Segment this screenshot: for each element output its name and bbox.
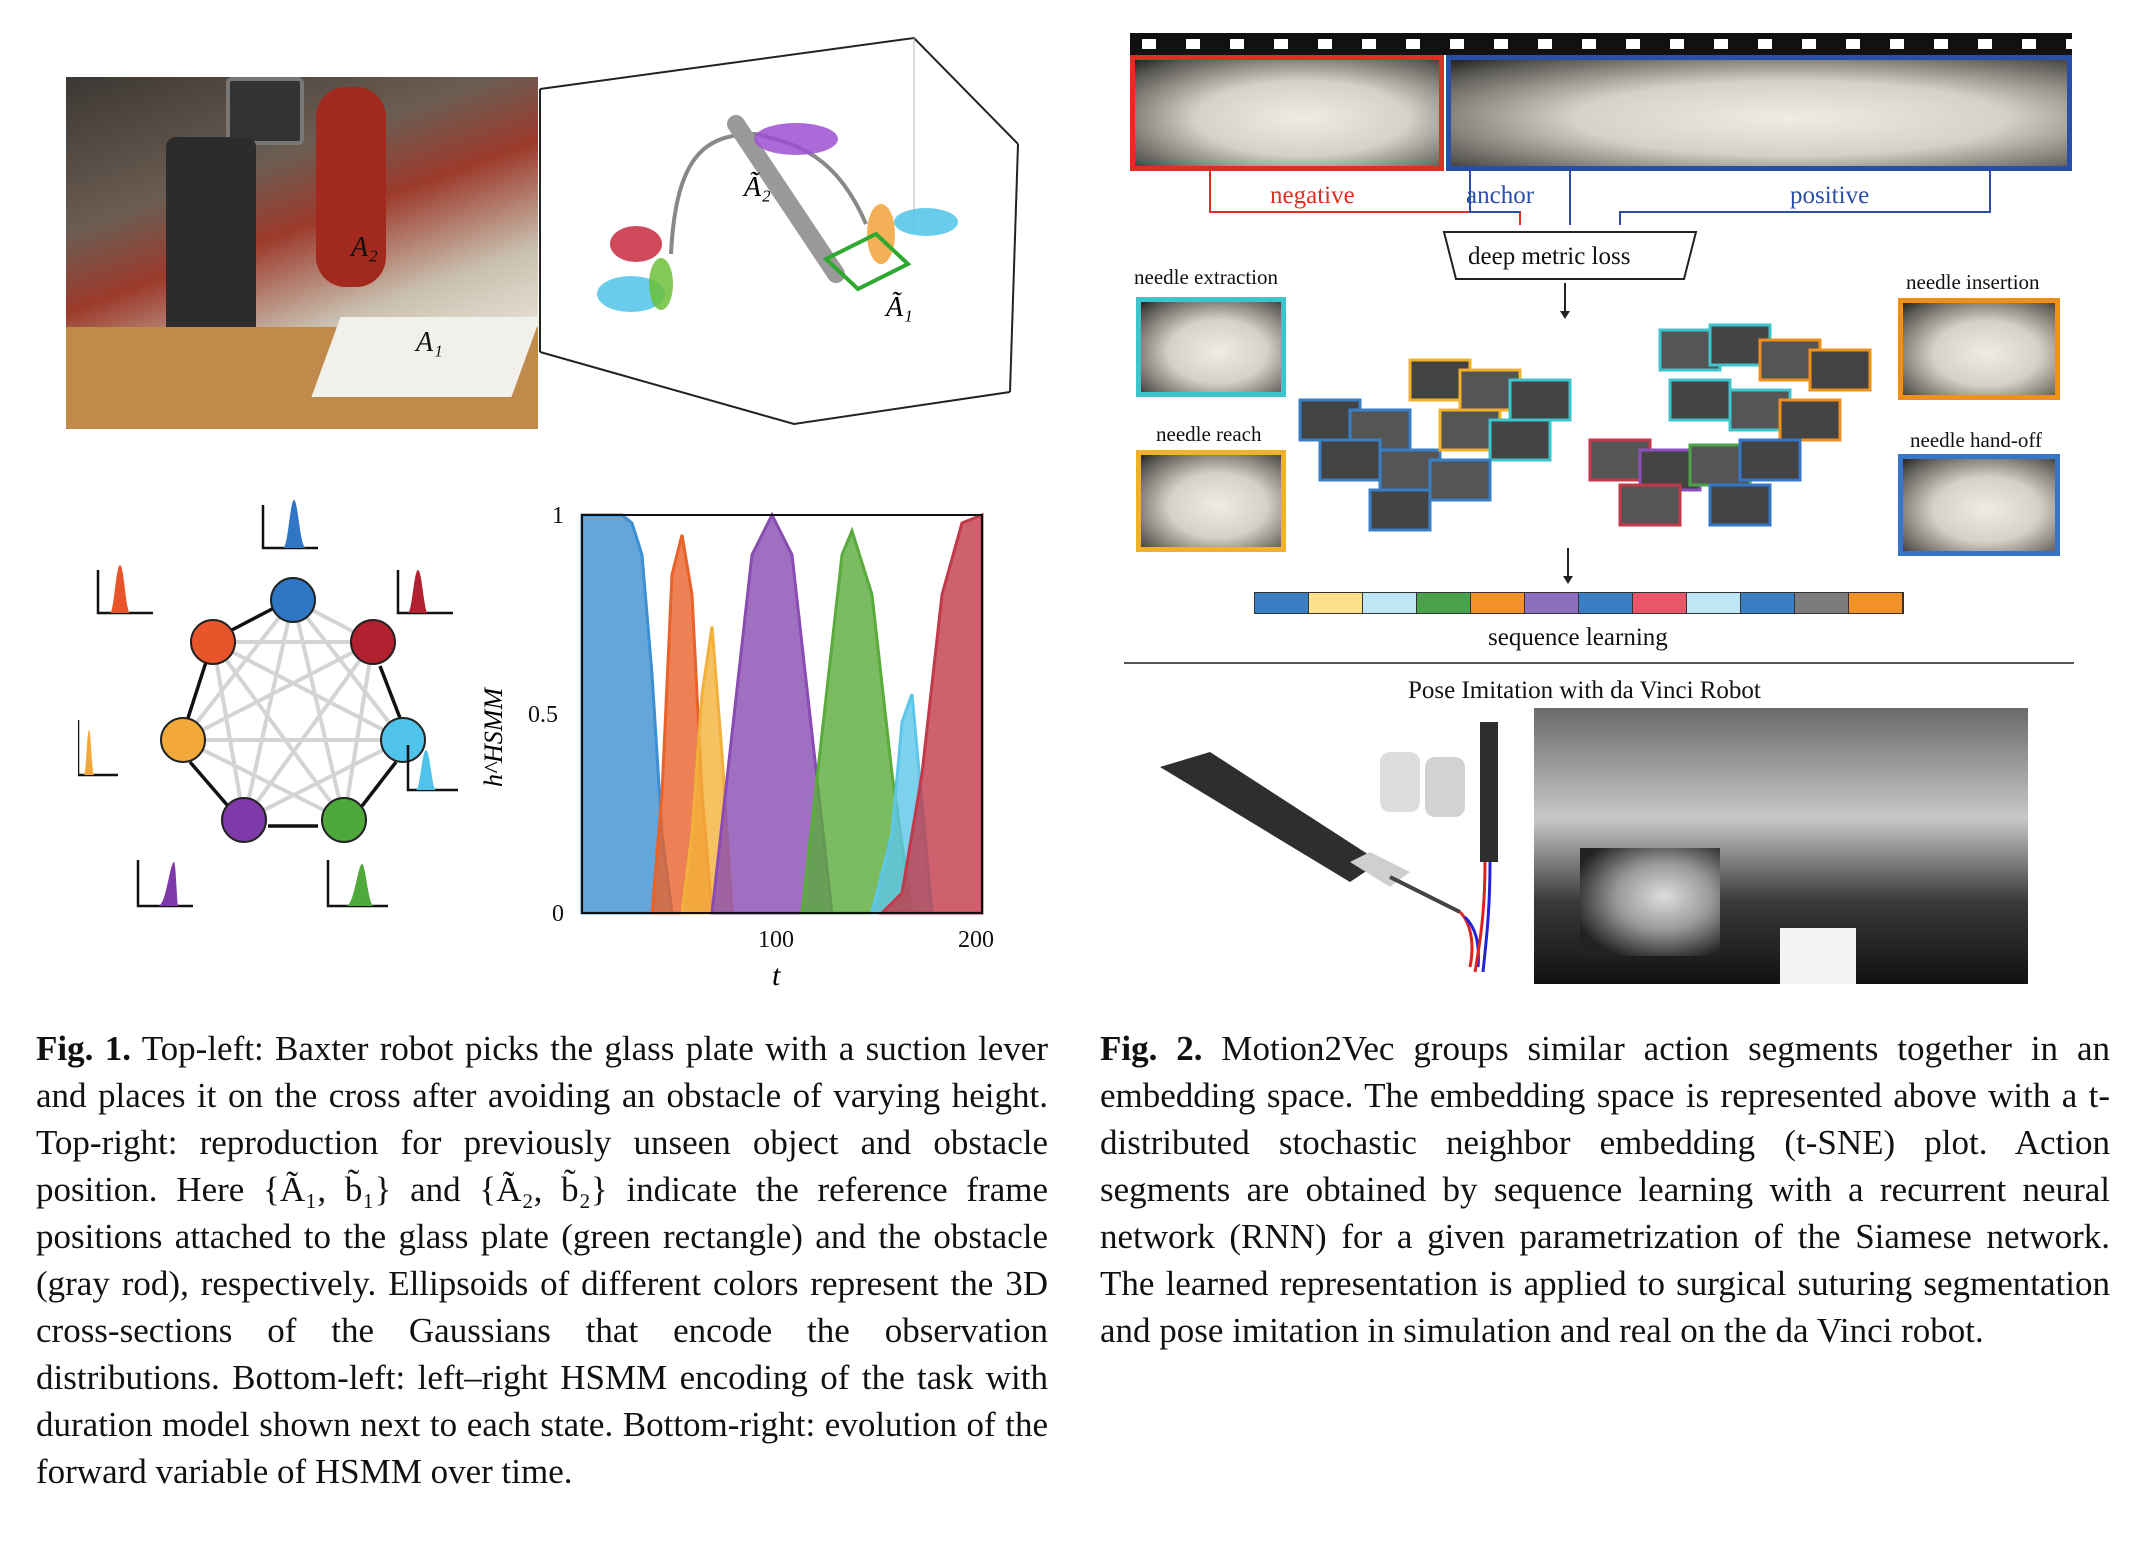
needle-handoff-thumb [1898,454,2060,556]
fig1-caption-text: Top-left: Baxter robot picks the glass p… [36,1029,1049,1491]
sequence-segment-4 [1471,593,1525,613]
anchor-frames [1446,55,2072,171]
arrow-to-embedding [1560,283,1570,319]
fig1-caption-label: Fig. 1. [36,1029,131,1068]
ellipsoid-purple [754,123,838,155]
robot-arm [316,87,386,287]
triplet-connectors [1209,170,1991,225]
state-orange [190,619,236,665]
arrow-to-sequence [1563,548,1573,584]
state-transitions [186,606,402,828]
ellipsoid-red [610,226,662,262]
y-axis-label: h^HSMM [479,687,508,787]
sequence-segment-11 [1849,593,1903,613]
sequence-segment-10 [1795,593,1849,613]
sequence-segment-8 [1687,593,1741,613]
sequence-bar [1254,592,1904,614]
cluster-right [1588,323,1872,527]
needle-insertion-thumb [1898,298,2060,400]
ytick-0: 0 [552,901,564,927]
negative-label: negative [1270,182,1355,209]
sequence-segment-2 [1363,593,1417,613]
duration-models [78,500,458,908]
ellipsoid-green-left [649,258,673,310]
loss-label: deep metric loss [1468,243,1631,270]
sequence-segment-0 [1255,593,1309,613]
sequence-segment-9 [1741,593,1795,613]
simulation-render [1160,722,1498,973]
fig2-caption: Fig. 2. Motion2Vec groups similar action… [1100,1025,2110,1354]
x-axis-label: t [772,959,781,992]
photo-label-a1: A₁ [416,327,443,358]
state-blue [270,577,316,623]
tsne-embedding [1298,323,1872,532]
plot3d-label-a2: Ã₂ [742,172,771,203]
needle-handoff-label: needle hand-off [1910,428,2042,452]
robot-head-screen [226,77,304,145]
ytick-0-5: 0.5 [528,702,558,728]
xtick-100: 100 [758,927,794,953]
state-red [350,619,396,665]
fig1-caption: Fig. 1. Top-left: Baxter robot picks the… [36,1025,1048,1495]
fig2-caption-text: Motion2Vec groups similar action segment… [1100,1029,2110,1350]
hsmm-forward-variable-chart: 1 0.5 0 100 200 t h^HSMM [479,503,994,992]
needle-reach-thumb [1136,450,1286,552]
film-strip [1130,33,2072,55]
hsmm-series-group [580,511,984,915]
needle-insertion-label: needle insertion [1906,270,2040,294]
sequence-learning-label: sequence learning [1488,624,1668,651]
plot3d-label-a1: Ã₁ [884,292,913,323]
box-edge-bottom [539,351,1011,426]
ytick-1: 1 [552,503,564,529]
fig2-caption-label: Fig. 2. [1100,1029,1203,1068]
work-surface [1780,928,1856,984]
trajectory [669,131,868,255]
obstacle-rod [727,115,845,283]
state-yellow [160,717,206,763]
box-edge-right [1009,143,1019,393]
reproduction-3d-plot: Ã₂ Ã₁ [539,36,1019,426]
endoscope-inset [1580,848,1720,956]
anchor-label: anchor [1466,182,1535,209]
da-vinci-robot-photo [1534,708,2028,984]
needle-reach-label: needle reach [1156,422,1262,446]
xtick-200: 200 [958,927,994,953]
sequence-segment-3 [1417,593,1471,613]
state-cyan [380,717,426,763]
state-green [321,797,367,843]
section-divider [1124,662,2074,664]
positive-label: positive [1790,182,1870,209]
plot-frame [581,514,983,914]
sequence-segment-7 [1633,593,1687,613]
glass-plate-frame [822,231,912,292]
hsmm-state-graph [78,500,458,908]
cluster-left [1298,358,1572,532]
loss-box [1442,231,1698,280]
sequence-segment-5 [1525,593,1579,613]
sequence-segment-1 [1309,593,1363,613]
state-purple [221,797,267,843]
ellipsoid-cyan-right [894,208,958,236]
ellipsoid-orange [867,204,895,264]
negative-frames [1130,55,1444,171]
photo-label-a2: A₂ [351,232,378,263]
needle-extraction-thumb [1136,297,1286,397]
baxter-robot-photo: A₂ A₁ [66,77,541,429]
sequence-segment-6 [1579,593,1633,613]
ellipsoid-cyan-left [597,276,665,312]
pose-imitation-title: Pose Imitation with da Vinci Robot [1408,677,1761,704]
needle-extraction-label: needle extraction [1134,265,1279,289]
